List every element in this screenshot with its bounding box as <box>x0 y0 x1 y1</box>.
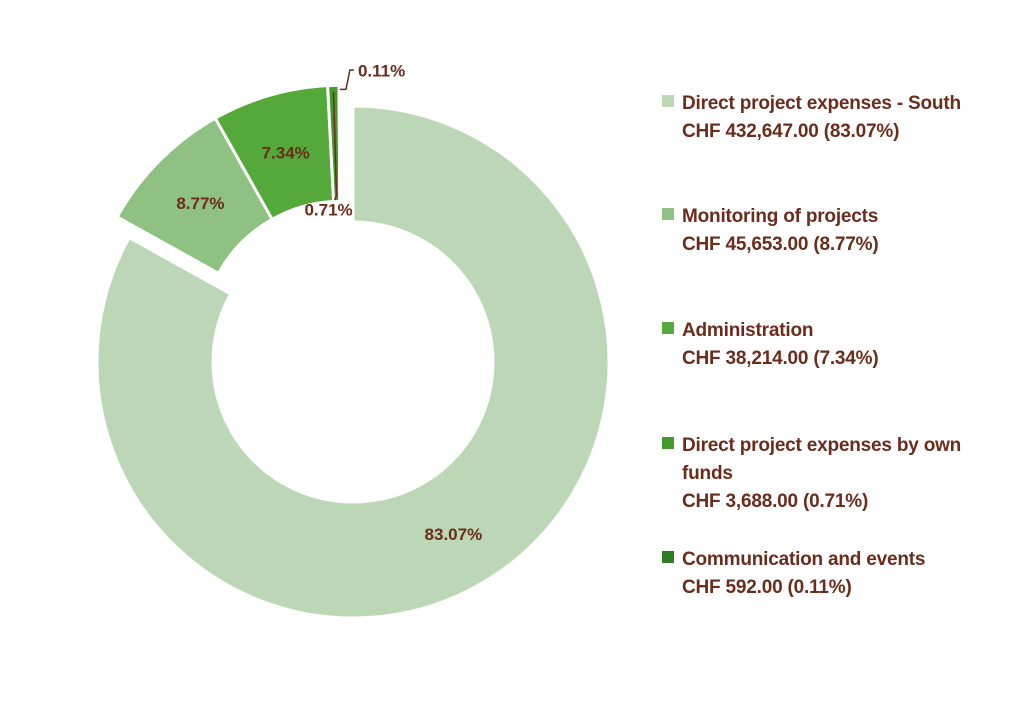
legend-label: Direct project expenses - South <box>682 93 961 114</box>
legend-swatch <box>662 208 674 220</box>
legend-swatch <box>662 322 674 334</box>
legend-item-administration: Administration CHF 38,214.00 (7.34%) <box>662 317 1022 373</box>
data-label-direct-project-expenses-south: 83.07% <box>425 525 483 544</box>
legend-label: Monitoring of projects <box>682 206 879 227</box>
legend-item-direct-south: Direct project expenses - South CHF 432,… <box>662 90 1022 146</box>
legend-label: Administration <box>682 320 814 341</box>
donut-slice-communication-and-events <box>337 83 343 203</box>
legend-amount: CHF 3,688.00 (0.71%) <box>682 491 869 512</box>
legend-item-own-funds: Direct project expenses by own funds CHF… <box>662 432 1022 516</box>
legend-label: Communication and events <box>682 549 926 570</box>
data-label-administration: 7.34% <box>262 144 310 163</box>
legend-amount: CHF 432,647.00 (83.07%) <box>682 121 900 142</box>
data-label-direct-project-expenses-by-own-funds: 0.71% <box>304 200 352 219</box>
data-label-communication-and-events: 0.11% <box>358 61 405 80</box>
legend-amount: CHF 38,214.00 (7.34%) <box>682 348 879 369</box>
legend-swatch <box>662 437 674 449</box>
legend-amount: CHF 45,653.00 (8.77%) <box>682 234 879 255</box>
legend-item-communication: Communication and events CHF 592.00 (0.1… <box>662 546 1022 602</box>
legend-item-monitoring: Monitoring of projects CHF 45,653.00 (8.… <box>662 203 1022 259</box>
legend-swatch <box>662 95 674 107</box>
leader-line-communication-and-events <box>339 69 354 91</box>
data-label-monitoring-of-projects: 8.77% <box>176 194 224 213</box>
legend-amount: CHF 592.00 (0.11%) <box>682 577 852 598</box>
donut-slice-direct-project-expenses-south <box>95 104 611 620</box>
legend-swatch <box>662 551 674 563</box>
leader-line-direct-project-expenses-by-own-funds <box>332 91 338 201</box>
legend-label: Direct project expenses by own funds <box>682 435 962 484</box>
